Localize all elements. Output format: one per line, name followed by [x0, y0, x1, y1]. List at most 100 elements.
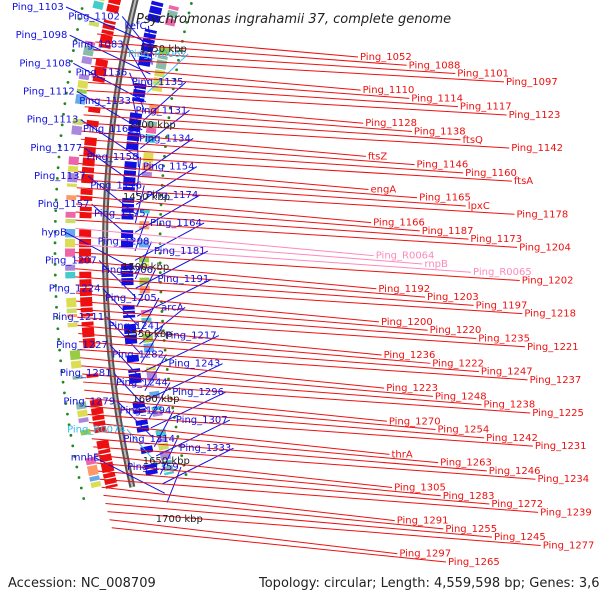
left-gene-label[interactable]: Ping_1296	[172, 387, 224, 398]
right-gene-label[interactable]: Ping_1254	[438, 425, 490, 436]
right-gene-label[interactable]: Ping_1138	[414, 127, 466, 138]
right-gene-label[interactable]: Ping_1165	[419, 193, 471, 204]
right-gene-label[interactable]: Ping_1101	[457, 69, 509, 80]
right-gene-label[interactable]: Ping_1220	[430, 325, 482, 336]
right-gene-label[interactable]: Ping_1204	[519, 242, 571, 253]
left-gene-label[interactable]: Ping_1133	[79, 96, 131, 107]
right-gene-label[interactable]: Ping_1052	[360, 52, 412, 63]
left-gene-label[interactable]: Ping_1207	[45, 255, 97, 266]
left-gene-label[interactable]: Ping_1282	[112, 349, 164, 360]
left-gene-label[interactable]: Ping_1174	[146, 190, 198, 201]
right-gene-label[interactable]: Ping_1110	[363, 85, 415, 96]
right-gene-label[interactable]: Ping_1236	[384, 350, 436, 361]
left-gene-label[interactable]: Ping_1307	[176, 415, 228, 426]
left-gene-label[interactable]: Ping_1157	[38, 199, 90, 210]
left-gene-label[interactable]: Ping_1083	[72, 40, 124, 51]
right-gene-label[interactable]: Ping_1246	[489, 466, 541, 477]
left-gene-label[interactable]: Ping_1224	[49, 284, 101, 295]
right-gene-label[interactable]: Ping_1225	[532, 408, 584, 419]
right-gene-label[interactable]: Ping_1192	[378, 284, 430, 295]
left-gene-label[interactable]: Ping_1359	[127, 462, 179, 473]
left-gene-label[interactable]: Ping_1217	[165, 331, 217, 342]
right-gene-label[interactable]: Ping_1114	[411, 93, 463, 104]
left-gene-label[interactable]: Ping_1103	[12, 2, 64, 13]
left-gene-label[interactable]: Ping_1244	[116, 378, 168, 389]
right-gene-label[interactable]: Ping_1202	[522, 276, 574, 287]
left-gene-label[interactable]: Ping_1279	[63, 396, 115, 407]
left-gene-label[interactable]: Ping_1175	[94, 209, 146, 220]
right-gene-label[interactable]: Ping_1231	[535, 441, 587, 452]
right-gene-label[interactable]: Ping_1277	[543, 540, 595, 551]
right-gene-label[interactable]: Ping_1088	[409, 60, 461, 71]
right-gene-label[interactable]: Ping_1142	[511, 143, 563, 154]
right-gene-label[interactable]: Ping_1123	[509, 110, 561, 121]
left-gene-label[interactable]: Ping_R0062	[128, 49, 187, 60]
right-gene-label[interactable]: Ping_1272	[491, 499, 543, 510]
right-gene-label[interactable]: Ping_1237	[530, 375, 582, 386]
right-gene-label[interactable]: Ping_1234	[537, 474, 589, 485]
left-gene-label[interactable]: Ping_1135	[132, 77, 184, 88]
left-gene-label[interactable]: Ping_1137	[34, 171, 86, 182]
left-gene-label[interactable]: Ping_1102	[68, 11, 120, 22]
left-gene-label[interactable]: mnhE	[71, 453, 100, 464]
left-gene-label[interactable]: Ping_1154	[143, 162, 195, 173]
left-gene-label[interactable]: Ping_1333	[180, 443, 232, 454]
right-gene-label[interactable]: Ping_1245	[494, 532, 546, 543]
right-gene-label[interactable]: engA	[370, 184, 396, 195]
left-gene-label[interactable]: Ping_1241	[109, 321, 161, 332]
left-gene-label[interactable]: Ping_1131	[135, 105, 187, 116]
right-gene-label[interactable]: thrA	[391, 449, 412, 460]
right-gene-label[interactable]: Ping_1146	[417, 160, 469, 171]
right-gene-label[interactable]: ftsQ	[463, 135, 483, 146]
right-gene-label[interactable]: Ping_1200	[381, 317, 433, 328]
right-gene-label[interactable]: Ping_1197	[476, 300, 528, 311]
left-gene-label[interactable]: Ping_1227	[56, 340, 108, 351]
right-gene-label[interactable]: ftsZ	[368, 151, 387, 162]
left-gene-label[interactable]: Ping_1208	[98, 237, 150, 248]
left-gene-label[interactable]: Ping_1294	[120, 406, 172, 417]
right-gene-label[interactable]: lpxC	[468, 201, 490, 212]
left-gene-label[interactable]: Ping_1211	[52, 312, 104, 323]
left-gene-label[interactable]: Ping_1136	[76, 68, 128, 79]
right-gene-label[interactable]: Ping_1173	[470, 234, 522, 245]
left-gene-label[interactable]: Ping_1134	[139, 133, 191, 144]
right-gene-label[interactable]: rnpB	[424, 259, 448, 270]
left-gene-label[interactable]: Ping_1205	[105, 293, 157, 304]
left-gene-label[interactable]: Ping_1176	[90, 180, 142, 191]
right-gene-label[interactable]: Ping_1255	[445, 524, 497, 535]
right-gene-label[interactable]: Ping_1203	[427, 292, 479, 303]
right-gene-label[interactable]: Ping_1265	[448, 557, 500, 568]
right-gene-label[interactable]: Ping_1117	[460, 102, 512, 113]
right-gene-label[interactable]: Ping_1305	[394, 482, 446, 493]
right-gene-label[interactable]: Ping_1238	[484, 400, 536, 411]
left-gene-label[interactable]: kefC	[124, 21, 146, 32]
left-gene-label[interactable]: Ping_1243	[169, 359, 221, 370]
left-gene-label[interactable]: Ping_1177	[30, 143, 82, 154]
left-gene-label[interactable]: Ping_1164	[150, 218, 202, 229]
right-gene-label[interactable]: Ping_1097	[506, 77, 558, 88]
right-gene-label[interactable]: Ping_1223	[386, 383, 438, 394]
right-gene-label[interactable]: Ping_1128	[365, 118, 417, 129]
right-gene-label[interactable]: Ping_1160	[465, 168, 517, 179]
right-gene-label[interactable]: Ping_1218	[524, 309, 576, 320]
left-gene-label[interactable]: Ping_1206	[101, 265, 153, 276]
left-gene-label[interactable]: Ping_1158	[87, 152, 139, 163]
right-gene-label[interactable]: Ping_1166	[373, 218, 425, 229]
left-gene-label[interactable]: Ping_1281	[60, 368, 112, 379]
right-gene-label[interactable]: Ping_1235	[478, 333, 530, 344]
right-gene-label[interactable]: Ping_1263	[440, 458, 492, 469]
right-gene-label[interactable]: Ping_R0064	[376, 251, 435, 262]
right-gene-label[interactable]: Ping_1221	[527, 342, 579, 353]
right-gene-label[interactable]: Ping_1297	[399, 549, 451, 560]
left-gene-label[interactable]: Ping_R0074	[67, 424, 126, 435]
left-gene-label[interactable]: Ping_1113	[27, 115, 79, 126]
right-gene-label[interactable]: Ping_1270	[389, 416, 441, 427]
left-gene-label[interactable]: Ping_1314	[123, 434, 175, 445]
left-gene-label[interactable]: hypB	[41, 227, 67, 238]
right-gene-label[interactable]: Ping_1178	[516, 209, 568, 220]
right-gene-label[interactable]: ftsA	[514, 176, 533, 187]
right-gene-label[interactable]: Ping_1222	[432, 358, 484, 369]
left-gene-label[interactable]: Ping_1191	[158, 274, 210, 285]
left-gene-label[interactable]: Ping_1108	[19, 58, 71, 69]
right-gene-label[interactable]: Ping_1239	[540, 507, 592, 518]
